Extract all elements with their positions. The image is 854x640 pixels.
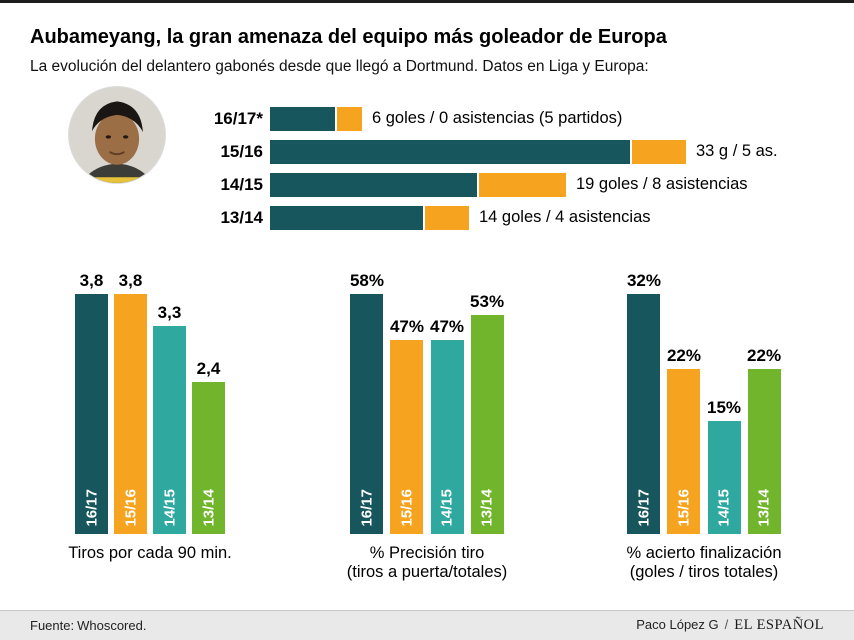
goals-bar [270, 106, 335, 131]
chart-subtitle: (tiros a puerta/totales) [346, 563, 508, 581]
chart-title: % Precisión tiro [369, 544, 485, 562]
bar-season-label: 14/15 [715, 489, 733, 527]
bar-column: 53% 13/14 [470, 292, 504, 534]
bar-season-label: 15/16 [398, 489, 416, 527]
chart-title: Tiros por cada 90 min. [68, 544, 232, 562]
bar-column: 2,4 13/14 [192, 359, 225, 534]
season-label: 14/15 [220, 174, 263, 194]
goals-bar [270, 139, 630, 164]
bar-season-label: 16/17 [358, 489, 376, 527]
bar-value-label: 22% [666, 346, 701, 365]
brand-logo: EL ESPAÑOL [734, 617, 824, 633]
bar-season-label: 15/16 [122, 489, 139, 527]
season-row: 16/17* 6 goles / 0 asistencias (5 partido… [200, 102, 778, 135]
season-row: 14/15 19 goles / 8 asistencias [200, 168, 778, 201]
bar: 15/16 [667, 369, 701, 534]
chart-title: % acierto finalización [626, 544, 782, 562]
assists-bar [479, 172, 566, 197]
player-photo [68, 86, 166, 184]
source-name: Whoscored. [77, 618, 147, 633]
source-credit: Fuente: Whoscored. [30, 618, 149, 633]
bars-group: 58% 16/17 47% 15/16 47% 14/15 53% 13/14 [307, 262, 547, 534]
bar-season-label: 15/16 [675, 489, 693, 527]
goals-bar [270, 172, 477, 197]
bars-group: 32% 16/17 22% 15/16 15% 14/15 22% 13/14 [584, 262, 824, 534]
bar-column: 47% 15/16 [390, 317, 424, 534]
chart-subtitle: (goles / tiros totales) [629, 563, 779, 581]
credit-author: Paco López G [636, 617, 719, 632]
bar: 16/17 [627, 294, 661, 534]
season-label: 13/14 [220, 207, 263, 227]
bar-value-label: 32% [626, 271, 661, 290]
top-rule [0, 0, 854, 3]
bar: 15/16 [390, 340, 424, 534]
page-title: Aubameyang, la gran amenaza del equipo m… [30, 26, 667, 48]
assists-bar [337, 106, 362, 131]
bar-season-label: 13/14 [200, 489, 217, 527]
stat-chart: 58% 16/17 47% 15/16 47% 14/15 53% 13/14 % Precis… [307, 262, 547, 582]
bar-column: 47% 14/15 [430, 317, 464, 534]
bar-column: 3,8 16/17 [75, 271, 108, 534]
bar: 13/14 [192, 382, 225, 534]
bar-column: 22% 15/16 [667, 346, 701, 534]
season-label: 16/17* [213, 108, 263, 128]
season-label: 15/16 [220, 141, 263, 161]
bar: 14/15 [430, 340, 464, 534]
bar-value-label: 53% [470, 292, 505, 311]
bar-value-label: 3,8 [79, 271, 104, 290]
page-subtitle: La evolución del delantero gabonés desde… [30, 58, 649, 75]
bar-season-label: 16/17 [635, 489, 653, 527]
assists-bar [632, 139, 686, 164]
bar-column: 58% 16/17 [350, 271, 384, 534]
assists-bar [425, 205, 469, 230]
player-portrait-illustration [69, 87, 165, 183]
bar: 15/16 [114, 294, 147, 534]
bar: 13/14 [470, 315, 504, 534]
bar-value-label: 2,4 [196, 359, 221, 378]
bar-value-label: 22% [747, 346, 782, 365]
bar-season-label: 14/15 [161, 489, 178, 527]
bar-value-label: 58% [349, 271, 384, 290]
bar: 16/17 [75, 294, 108, 534]
bar-season-label: 16/17 [83, 489, 100, 527]
bar-value-label: 3,8 [118, 271, 143, 290]
bar-season-label: 13/14 [755, 489, 773, 527]
goals-assists-chart: 16/17* 6 goles / 0 asistencias (5 partido… [200, 102, 778, 234]
season-row: 15/16 33 g / 5 as. [200, 135, 778, 168]
bar-value-label: 47% [430, 317, 465, 336]
footer: Fuente: Whoscored. Paco López G / EL ESPAÑO… [0, 610, 854, 640]
stats-charts-row: 3,8 16/17 3,8 15/16 3,3 14/15 2,4 13/14 Tiros po… [30, 262, 824, 582]
stat-chart: 3,8 16/17 3,8 15/16 3,3 14/15 2,4 13/14 Tiros po… [30, 262, 270, 582]
bar: 14/15 [153, 326, 186, 534]
bar-column: 22% 13/14 [747, 346, 781, 534]
season-stats-label: 33 g / 5 as. [696, 142, 778, 160]
season-row: 13/14 14 goles / 4 asistencias [200, 201, 778, 234]
bar-season-label: 14/15 [438, 489, 456, 527]
season-stats-label: 6 goles / 0 asistencias (5 partidos) [372, 109, 623, 127]
bar-value-label: 3,3 [157, 303, 182, 322]
season-stats-label: 19 goles / 8 asistencias [576, 175, 748, 193]
bar: 16/17 [350, 294, 384, 534]
bar: 13/14 [747, 369, 781, 534]
source-label: Fuente: [30, 618, 75, 633]
author-credit: Paco López G / EL ESPAÑOL [636, 617, 824, 634]
bar: 14/15 [707, 421, 741, 534]
goals-bar [270, 205, 423, 230]
bar-column: 15% 14/15 [707, 398, 741, 534]
bar-season-label: 13/14 [478, 489, 496, 527]
bar-column: 3,3 14/15 [153, 303, 186, 534]
bar-value-label: 15% [707, 398, 742, 417]
season-stats-label: 14 goles / 4 asistencias [479, 208, 651, 226]
bars-group: 3,8 16/17 3,8 15/16 3,3 14/15 2,4 13/14 [30, 262, 270, 534]
bar-value-label: 47% [389, 317, 424, 336]
credit-separator: / [724, 617, 729, 632]
bar-column: 32% 16/17 [627, 271, 661, 534]
stat-chart: 32% 16/17 22% 15/16 15% 14/15 22% 13/14 % aciert… [584, 262, 824, 582]
bar-column: 3,8 15/16 [114, 271, 147, 534]
